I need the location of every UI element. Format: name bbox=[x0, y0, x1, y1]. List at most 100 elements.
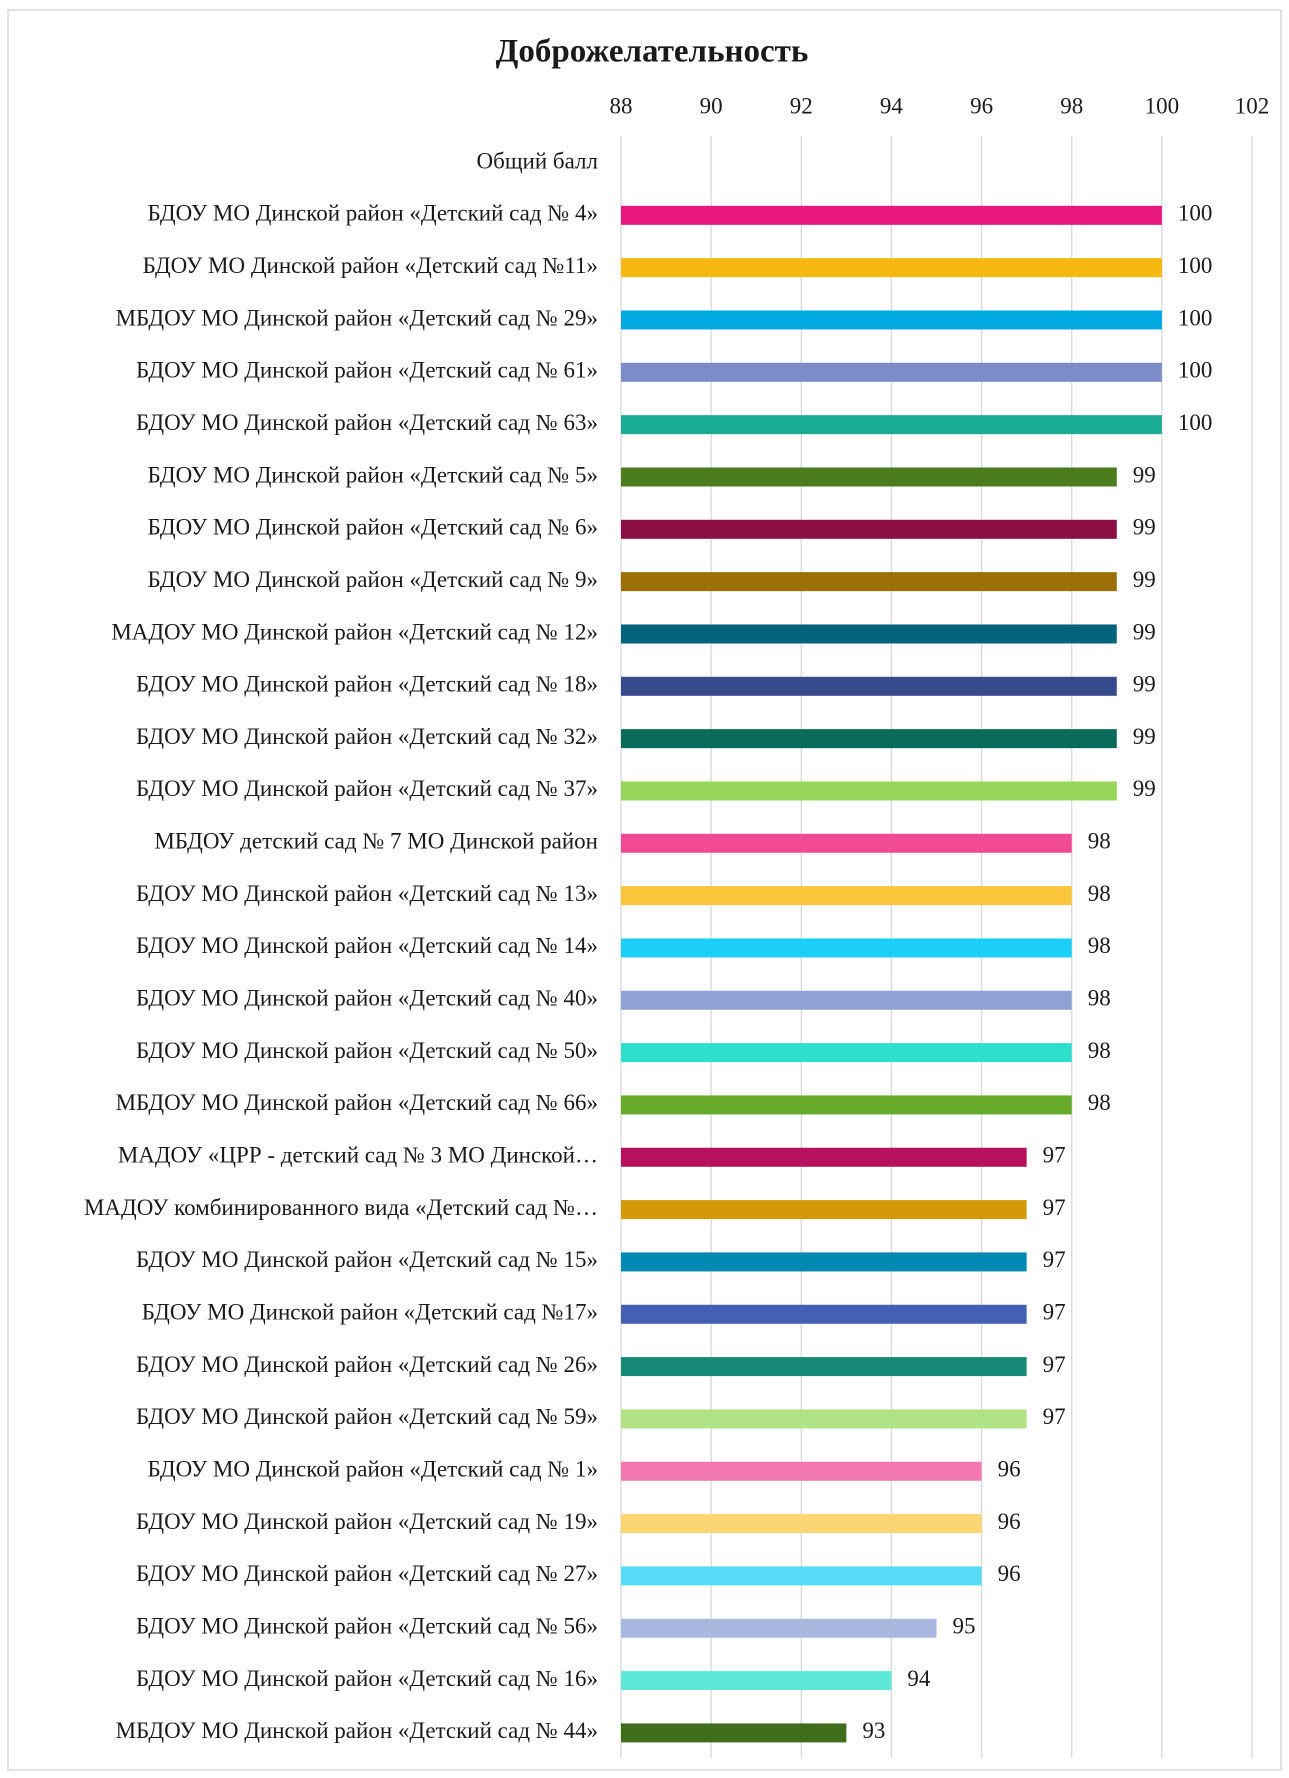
bar bbox=[621, 1200, 1027, 1220]
value-label: 97 bbox=[1043, 1300, 1066, 1325]
y-tick-label: БДОУ МО Динской район «Детский сад № 16» bbox=[136, 1666, 598, 1691]
y-tick-label: БДОУ МО Динской район «Детский сад № 18» bbox=[136, 672, 598, 697]
y-tick-label: БДОУ МО Динской район «Детский сад № 50» bbox=[136, 1038, 598, 1063]
value-label: 100 bbox=[1178, 305, 1213, 330]
value-label: 100 bbox=[1178, 201, 1213, 226]
x-tick-label: 98 bbox=[1060, 93, 1083, 118]
y-tick-label: БДОУ МО Динской район «Детский сад № 13» bbox=[136, 881, 598, 906]
value-label: 93 bbox=[862, 1718, 885, 1743]
y-tick-label: МБДОУ МО Динской район «Детский сад № 66… bbox=[116, 1090, 598, 1115]
bar bbox=[621, 729, 1117, 749]
bar bbox=[621, 990, 1072, 1010]
bar bbox=[621, 1147, 1027, 1167]
value-label: 99 bbox=[1133, 567, 1156, 592]
x-tick-label: 96 bbox=[970, 93, 993, 118]
value-label: 96 bbox=[998, 1457, 1021, 1482]
bar bbox=[621, 781, 1117, 801]
value-label: 97 bbox=[1043, 1247, 1066, 1272]
bar bbox=[621, 1671, 892, 1691]
value-label: 99 bbox=[1133, 776, 1156, 801]
bar bbox=[621, 1043, 1072, 1063]
bar bbox=[621, 1409, 1027, 1429]
bar bbox=[621, 1357, 1027, 1377]
y-tick-label: БДОУ МО Динской район «Детский сад № 56» bbox=[136, 1614, 598, 1639]
x-tick-label: 92 bbox=[790, 93, 813, 118]
y-tick-label: БДОУ МО Динской район «Детский сад № 40» bbox=[136, 986, 598, 1011]
y-tick-label: БДОУ МО Динской район «Детский сад №17» bbox=[142, 1300, 598, 1325]
value-label: 99 bbox=[1133, 724, 1156, 749]
value-label: 96 bbox=[998, 1509, 1021, 1534]
bar bbox=[621, 833, 1072, 853]
y-tick-label: МАДОУ «ЦРР - детский сад № 3 МО Динской… bbox=[118, 1143, 598, 1168]
y-tick-label: БДОУ МО Динской район «Детский сад № 32» bbox=[136, 724, 598, 749]
y-tick-label: БДОУ МО Динской район «Детский сад № 14» bbox=[136, 933, 598, 958]
value-label: 98 bbox=[1088, 881, 1111, 906]
y-tick-label: БДОУ МО Динской район «Детский сад № 5» bbox=[148, 462, 598, 487]
bar bbox=[621, 1304, 1027, 1324]
y-tick-label: БДОУ МО Динской район «Детский сад № 61» bbox=[136, 358, 598, 383]
y-tick-label: БДОУ МО Динской район «Детский сад № 6» bbox=[148, 515, 598, 540]
y-tick-label: Общий балл bbox=[477, 148, 598, 173]
value-label: 97 bbox=[1043, 1404, 1066, 1429]
bar bbox=[621, 624, 1117, 644]
y-tick-label: БДОУ МО Динской район «Детский сад № 37» bbox=[136, 776, 598, 801]
y-tick-label: МБДОУ детский сад № 7 МО Динской район bbox=[154, 829, 598, 854]
y-tick-label: БДОУ МО Динской район «Детский сад № 19» bbox=[136, 1509, 598, 1534]
bar bbox=[621, 1566, 982, 1586]
bar bbox=[621, 519, 1117, 539]
y-tick-label: БДОУ МО Динской район «Детский сад № 1» bbox=[148, 1457, 598, 1482]
y-tick-label: БДОУ МО Динской район «Детский сад № 59» bbox=[136, 1404, 598, 1429]
x-tick-label: 88 bbox=[610, 93, 633, 118]
y-tick-label: БДОУ МО Динской район «Детский сад №11» bbox=[143, 253, 598, 278]
bar bbox=[621, 938, 1072, 958]
y-tick-label: МБДОУ МО Динской район «Детский сад № 29… bbox=[116, 305, 598, 330]
x-tick-label: 90 bbox=[700, 93, 723, 118]
value-label: 96 bbox=[998, 1561, 1021, 1586]
bar bbox=[621, 1095, 1072, 1115]
y-tick-label: БДОУ МО Динской район «Детский сад № 4» bbox=[148, 201, 598, 226]
value-label: 97 bbox=[1043, 1352, 1066, 1377]
value-label: 99 bbox=[1133, 515, 1156, 540]
bar bbox=[621, 467, 1117, 487]
value-label: 100 bbox=[1178, 410, 1213, 435]
chart-title: Доброжелательность bbox=[496, 34, 809, 70]
bar bbox=[621, 1461, 982, 1481]
value-label: 98 bbox=[1088, 1038, 1111, 1063]
bar bbox=[621, 205, 1162, 225]
value-label: 95 bbox=[953, 1614, 976, 1639]
value-label: 98 bbox=[1088, 1090, 1111, 1115]
bar bbox=[621, 1618, 937, 1638]
bar bbox=[621, 676, 1117, 696]
y-tick-label: МАДОУ МО Динской район «Детский сад № 12… bbox=[111, 619, 598, 644]
x-tick-label: 100 bbox=[1145, 93, 1180, 118]
bar bbox=[621, 1723, 847, 1743]
value-label: 99 bbox=[1133, 672, 1156, 697]
y-tick-label: БДОУ МО Динской район «Детский сад № 27» bbox=[136, 1561, 598, 1586]
value-label: 98 bbox=[1088, 986, 1111, 1011]
bar bbox=[621, 1514, 982, 1534]
y-tick-label: МБДОУ МО Динской район «Детский сад № 44… bbox=[116, 1718, 598, 1743]
y-tick-label: БДОУ МО Динской район «Детский сад № 63» bbox=[136, 410, 598, 435]
value-label: 97 bbox=[1043, 1143, 1066, 1168]
value-label: 97 bbox=[1043, 1195, 1066, 1220]
value-label: 99 bbox=[1133, 462, 1156, 487]
value-label: 98 bbox=[1088, 933, 1111, 958]
x-tick-label: 102 bbox=[1235, 93, 1270, 118]
bar bbox=[621, 572, 1117, 592]
value-label: 100 bbox=[1178, 253, 1213, 278]
bar bbox=[621, 258, 1162, 278]
bar bbox=[621, 362, 1162, 382]
bar bbox=[621, 310, 1162, 330]
y-tick-label: БДОУ МО Динской район «Детский сад № 15» bbox=[136, 1247, 598, 1272]
value-label: 98 bbox=[1088, 829, 1111, 854]
value-label: 99 bbox=[1133, 619, 1156, 644]
value-label: 94 bbox=[907, 1666, 931, 1691]
value-label: 100 bbox=[1178, 358, 1213, 383]
x-tick-label: 94 bbox=[880, 93, 904, 118]
bar bbox=[621, 1252, 1027, 1272]
y-tick-label: МАДОУ комбинированного вида «Детский сад… bbox=[84, 1195, 598, 1220]
chart-border bbox=[7, 9, 1282, 1771]
bar bbox=[621, 415, 1162, 435]
